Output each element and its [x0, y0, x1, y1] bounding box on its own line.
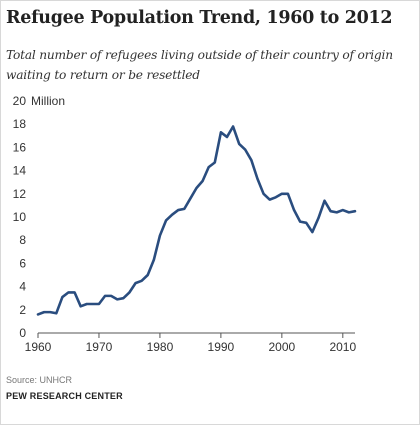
publisher-name: PEW RESEARCH CENTER — [6, 391, 123, 401]
y-tick-label: 0 — [19, 326, 26, 340]
chart-subtitle: Total number of refugees living outside … — [6, 48, 393, 82]
y-tick-label: 8 — [19, 233, 26, 247]
y-tick-label: 14 — [13, 164, 27, 178]
refugee-population-line — [36, 125, 357, 316]
x-tick-label: 1960 — [25, 340, 52, 354]
x-tick-label: 1990 — [208, 340, 235, 354]
x-tick-label: 2000 — [268, 340, 295, 354]
y-tick-label: 10 — [13, 210, 27, 224]
y-tick-label: 2 — [19, 303, 26, 317]
y-tick-label: 12 — [13, 187, 27, 201]
y-tick-label: 20 — [13, 94, 27, 108]
y-unit-label: Million — [31, 94, 65, 108]
x-tick-label: 1970 — [86, 340, 113, 354]
x-tick-label: 2010 — [329, 340, 356, 354]
x-tick-label: 1980 — [147, 340, 174, 354]
chart-title: Refugee Population Trend, 1960 to 2012 — [6, 8, 393, 28]
source-note: Source: UNHCR — [6, 375, 73, 385]
y-tick-label: 18 — [13, 117, 27, 131]
y-tick-label: 16 — [13, 140, 27, 154]
y-tick-label: 4 — [19, 280, 26, 294]
y-tick-label: 6 — [19, 256, 26, 270]
